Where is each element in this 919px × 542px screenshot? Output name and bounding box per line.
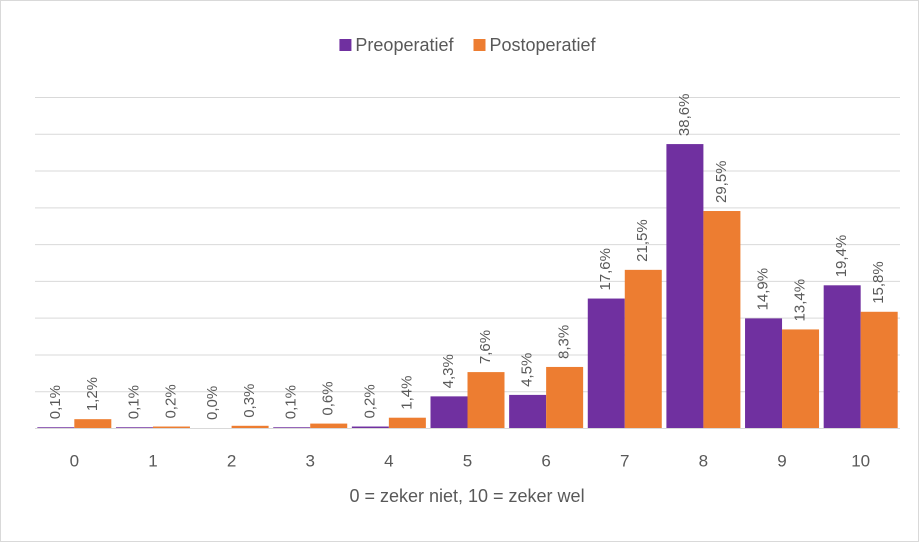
bar: [823, 285, 861, 428]
data-label: 15,8%: [870, 261, 887, 304]
bar: [115, 427, 153, 428]
data-label: 0,1%: [47, 385, 64, 419]
data-label: 0,0%: [204, 386, 221, 420]
bar: [509, 394, 547, 428]
x-tick-label: 1: [148, 451, 157, 470]
data-label: 19,4%: [833, 235, 850, 278]
x-tick-label: 2: [227, 451, 236, 470]
bar: [546, 366, 584, 428]
bar: [745, 318, 783, 428]
data-label: 17,6%: [597, 248, 614, 291]
bar: [388, 417, 426, 428]
bar: [624, 269, 662, 428]
bar: [860, 311, 898, 428]
bar: [273, 427, 311, 428]
legend-label: Postoperatief: [489, 35, 596, 55]
data-label: 4,5%: [519, 353, 536, 387]
data-label: 0,2%: [361, 384, 378, 418]
bar: [37, 427, 75, 428]
x-tick-label: 3: [305, 451, 314, 470]
bar: [351, 426, 389, 428]
x-tick-label: 7: [620, 451, 629, 470]
data-label: 1,4%: [398, 375, 415, 409]
x-tick-label: 9: [777, 451, 786, 470]
data-label: 13,4%: [792, 279, 809, 322]
bar: [467, 372, 505, 428]
data-label: 0,3%: [241, 384, 258, 418]
x-tick-label: 0: [70, 451, 79, 470]
x-tick-label: 6: [541, 451, 550, 470]
data-label: 4,3%: [440, 354, 457, 388]
data-label: 29,5%: [713, 160, 730, 203]
x-tick-label: 10: [851, 451, 870, 470]
data-label: 1,2%: [84, 377, 101, 411]
x-axis-title: 0 = zeker niet, 10 = zeker wel: [349, 486, 584, 506]
bar: [152, 426, 190, 428]
data-label: 0,6%: [320, 381, 337, 415]
data-label: 0,2%: [162, 384, 179, 418]
bar: [310, 423, 348, 428]
bar: [587, 298, 625, 428]
data-label: 38,6%: [676, 94, 693, 137]
bar: [666, 144, 704, 428]
x-tick-label: 4: [384, 451, 393, 470]
data-label: 0,1%: [283, 385, 300, 419]
bar: [782, 329, 820, 428]
legend-swatch: [339, 39, 352, 51]
bar: [430, 396, 468, 428]
data-label: 8,3%: [556, 325, 573, 359]
data-label: 14,9%: [755, 268, 772, 311]
data-label: 0,1%: [125, 385, 142, 419]
bar: [231, 425, 269, 428]
bar: [74, 419, 112, 428]
x-tick-label: 8: [699, 451, 708, 470]
legend-label: Preoperatief: [355, 35, 454, 55]
data-label: 7,6%: [477, 330, 494, 364]
x-tick-label: 5: [463, 451, 472, 470]
data-label: 21,5%: [634, 219, 651, 262]
bar: [703, 211, 741, 428]
legend-swatch: [473, 39, 486, 51]
